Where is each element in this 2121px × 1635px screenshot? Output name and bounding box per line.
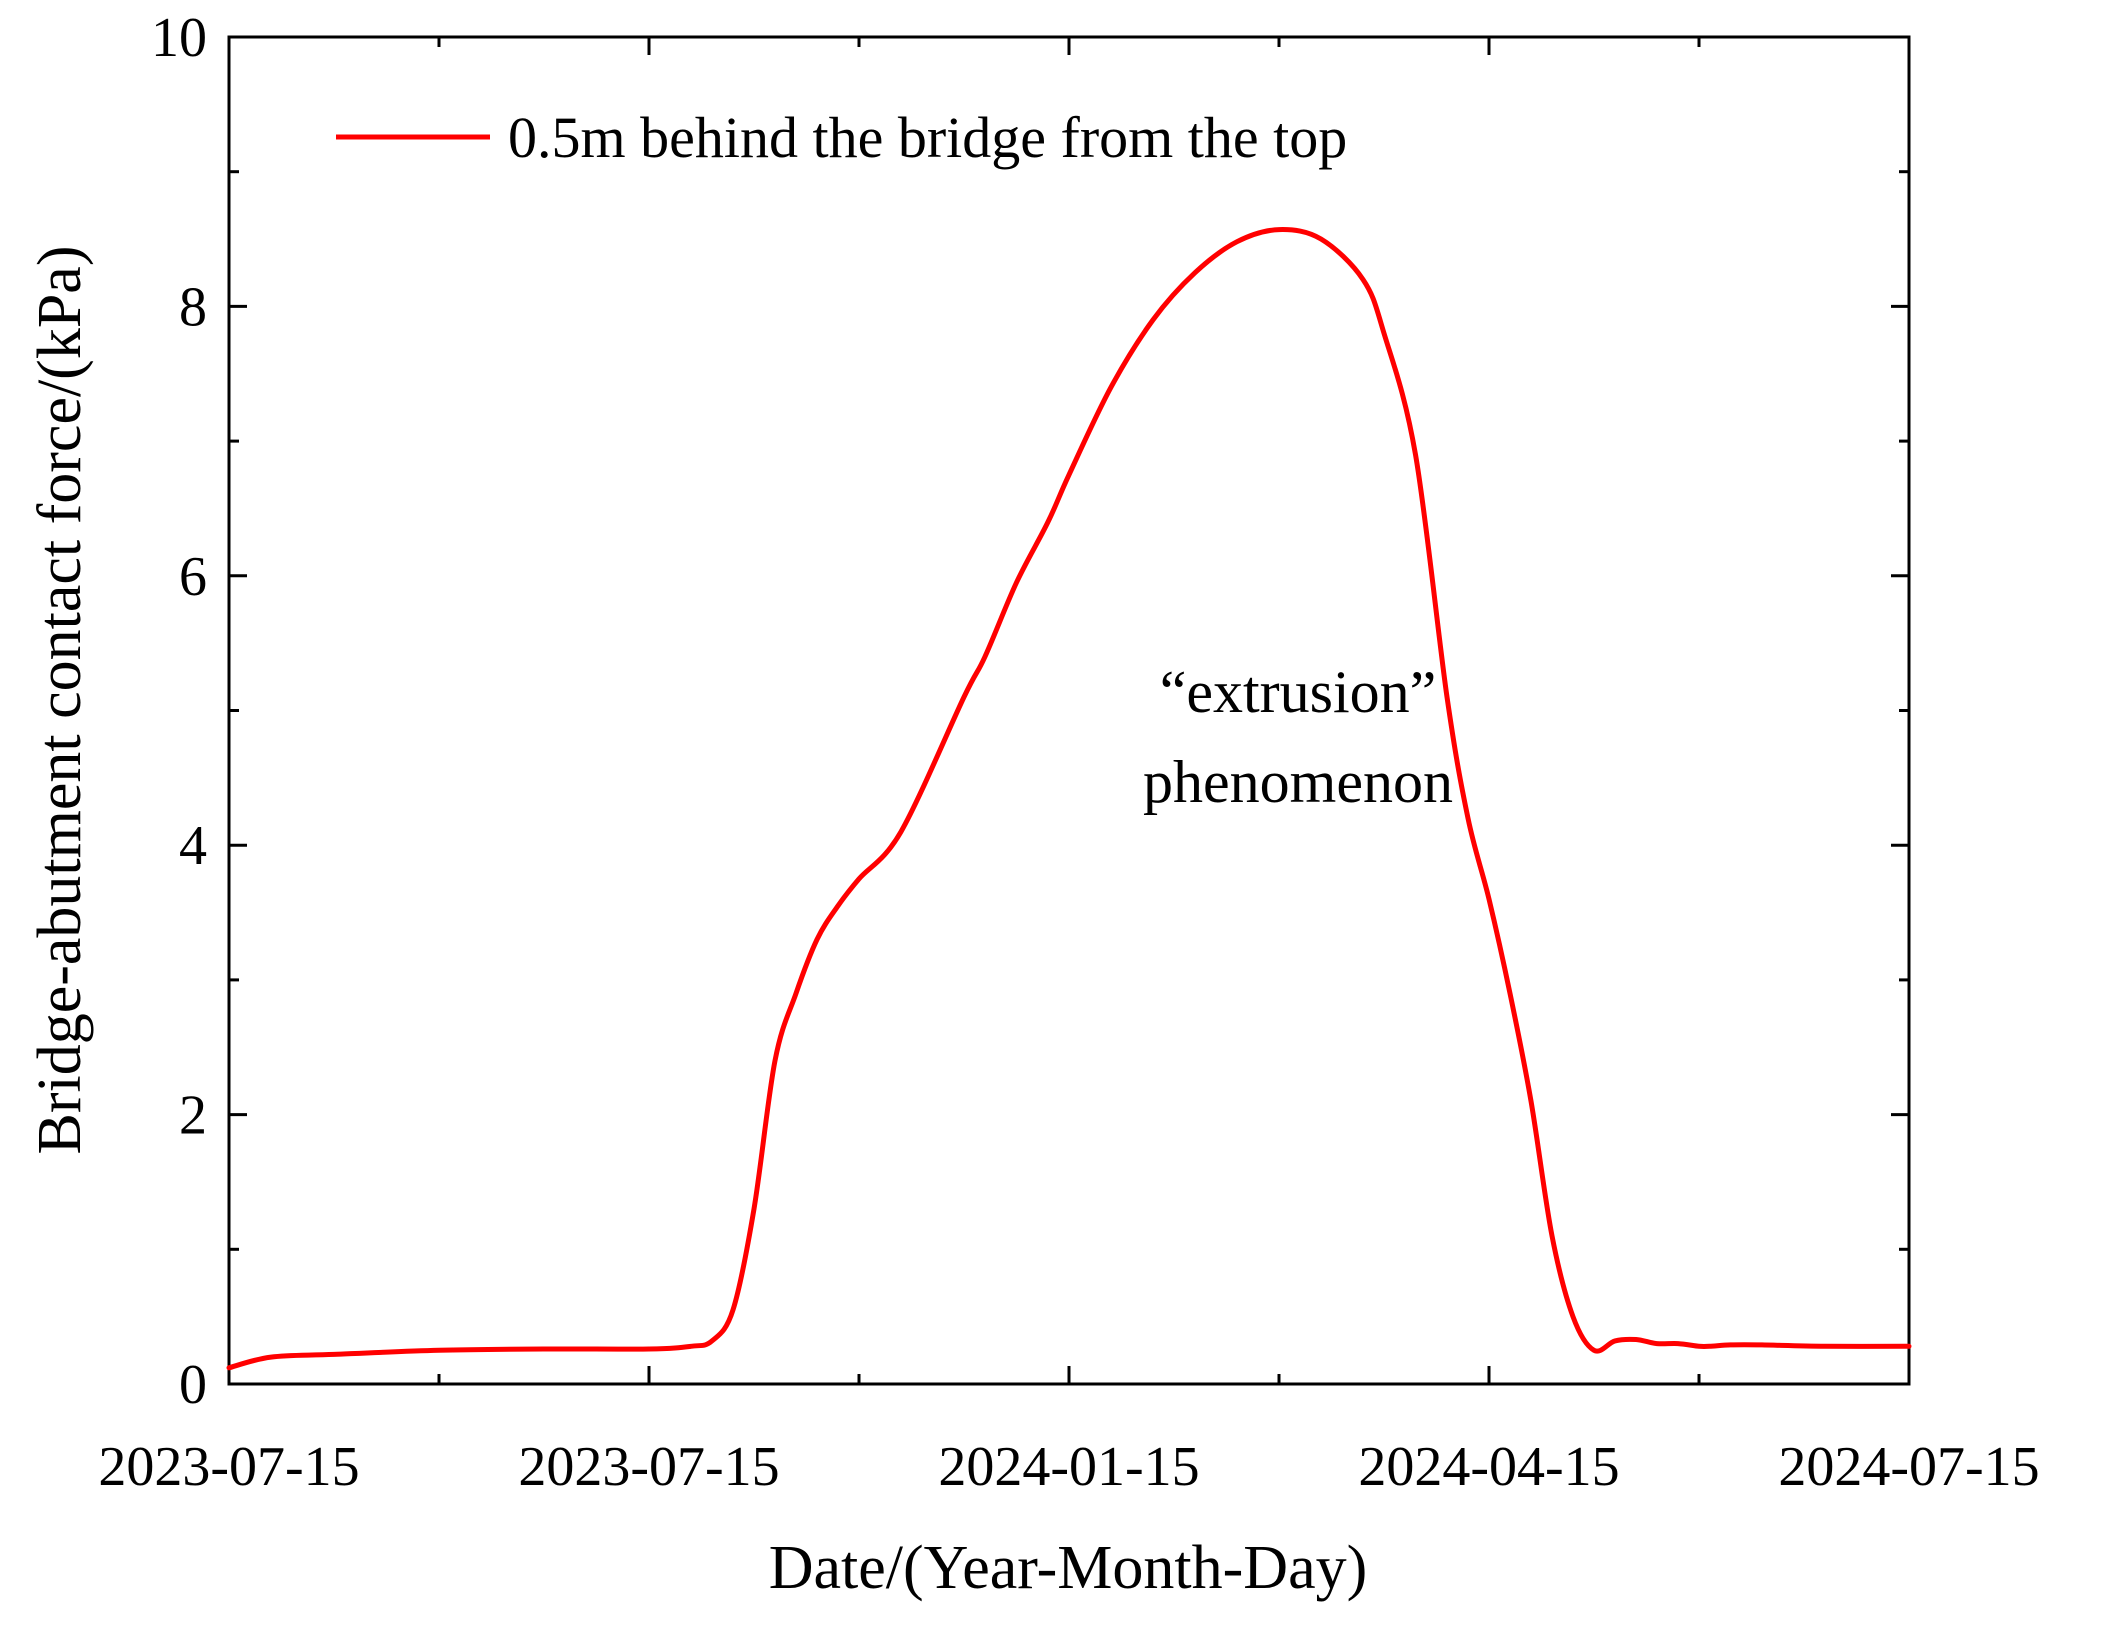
x-tick-label: 2023-07-15 — [518, 1436, 779, 1498]
annotation-line-1: “extrusion” — [1160, 659, 1437, 725]
legend: 0.5m behind the bridge from the top — [336, 105, 1347, 170]
y-tick-label: 2 — [179, 1085, 207, 1147]
y-tick-label: 10 — [151, 7, 207, 69]
x-tick-label: 2023-07-15 — [98, 1436, 359, 1498]
y-tick-label: 8 — [179, 276, 207, 338]
y-tick-label: 6 — [179, 546, 207, 608]
x-tick-label: 2024-07-15 — [1778, 1436, 2039, 1498]
y-tick-label: 0 — [179, 1354, 207, 1416]
x-tick-label: 2024-04-15 — [1358, 1436, 1619, 1498]
x-axis-title: Date/(Year-Month-Day) — [769, 1534, 1368, 1602]
legend-label: 0.5m behind the bridge from the top — [508, 105, 1347, 170]
x-tick-label: 2024-01-15 — [938, 1436, 1199, 1498]
x-axis: 2023-07-15 2023-07-15 2024-01-15 2024-04-15… — [98, 37, 2040, 1498]
y-axis-title: Bridge-abutment contact force/(kPa) — [26, 246, 94, 1155]
annotation-line-2: phenomenon — [1143, 749, 1453, 815]
y-axis: 0 2 4 6 8 10 — [151, 7, 1909, 1416]
y-tick-label: 4 — [179, 815, 207, 877]
series-line — [226, 227, 1912, 1371]
plot-frame — [227, 35, 1911, 1386]
series-layer — [226, 227, 1912, 1371]
